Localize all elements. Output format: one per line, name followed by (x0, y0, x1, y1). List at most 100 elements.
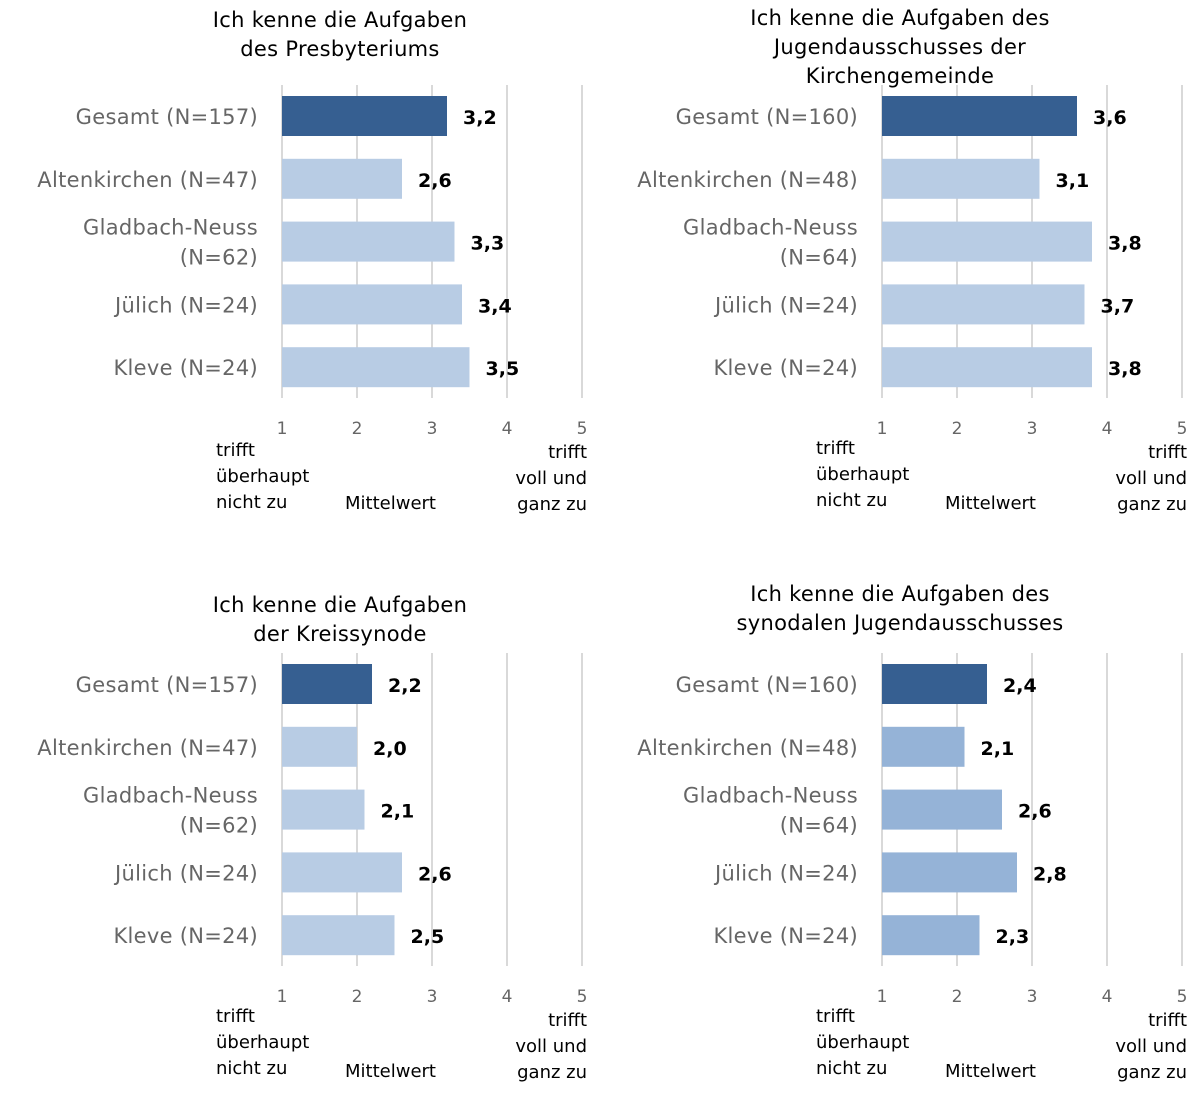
scale-low-label: trifft überhaupt nicht zu (216, 1006, 310, 1079)
category-label: Kleve (N=24) (713, 356, 858, 380)
bar (882, 96, 1077, 136)
x-tick-label: 2 (352, 419, 363, 439)
category-label: Gesamt (N=160) (676, 105, 858, 129)
category-label: Gesamt (N=157) (76, 105, 258, 129)
chart-svg: 1 2 3 4 5 Gesamt (N=157) 3,2 Altenkirchen (N=47… (37, 85, 587, 439)
x-axis-label: Mittelwert (345, 493, 436, 514)
bar (882, 915, 980, 956)
x-tick-label: 3 (1027, 419, 1038, 439)
value-label: 3,7 (1101, 295, 1135, 317)
value-label: 2,3 (996, 926, 1030, 948)
x-tick-label: 4 (1102, 419, 1113, 439)
x-tick-label: 3 (427, 987, 438, 1007)
value-label: 3,8 (1108, 233, 1142, 255)
chart-svg: 1 2 3 4 5 Gesamt (N=157) 2,2 Altenkirchen (N=47… (37, 653, 587, 1007)
category-label: Jülich (N=24) (713, 861, 858, 885)
bar (282, 664, 372, 704)
bar (882, 158, 1040, 199)
x-axis-label: Mittelwert (345, 1061, 436, 1082)
x-tick-label: 1 (277, 987, 288, 1007)
chart-panel-synodaler-jugendausschuss: Ich kenne die Aufgaben des synodalen Jug… (600, 568, 1195, 1111)
scale-low-label: trifft überhaupt nicht zu (216, 440, 310, 513)
bar (882, 347, 1092, 388)
x-tick-label: 5 (1177, 419, 1188, 439)
bar (282, 347, 470, 388)
x-axis-label: Mittelwert (945, 1061, 1036, 1082)
scale-low-label: trifft überhaupt nicht zu (816, 438, 910, 511)
chart-panel-jugendausschuss-kirchengemeinde: Ich kenne die Aufgaben des Jugendausschu… (600, 0, 1195, 543)
scale-high-label: trifft voll und ganz zu (1115, 442, 1187, 515)
x-tick-label: 5 (577, 987, 588, 1007)
category-label: Gesamt (N=160) (676, 673, 858, 697)
scale-high-label: trifft voll und ganz zu (1115, 1010, 1187, 1083)
value-label: 2,1 (381, 801, 415, 823)
category-label: Jülich (N=24) (113, 861, 258, 885)
x-tick-label: 2 (952, 419, 963, 439)
value-label: 2,1 (981, 738, 1015, 760)
chart-title: Ich kenne die Aufgaben des Presbyteriums (212, 8, 468, 61)
x-tick-label: 2 (352, 987, 363, 1007)
category-label: Gladbach-Neuss (N=64) (683, 216, 858, 270)
value-label: 3,2 (463, 107, 497, 129)
value-label: 2,4 (1003, 675, 1037, 697)
value-label: 3,1 (1056, 170, 1090, 192)
value-label: 3,3 (471, 233, 505, 255)
category-label: Jülich (N=24) (113, 293, 258, 317)
bar (882, 852, 1017, 893)
scale-high-label: trifft voll und ganz zu (515, 1010, 587, 1083)
value-label: 2,6 (1018, 801, 1052, 823)
x-tick-label: 5 (577, 419, 588, 439)
category-label: Kleve (N=24) (713, 924, 858, 948)
bar (882, 664, 987, 704)
category-label: Altenkirchen (N=48) (637, 168, 858, 192)
chart-panel-presbyterium: Ich kenne die Aufgaben des Presbyteriums… (0, 0, 597, 543)
chart-panel-kreissynode: Ich kenne die Aufgaben der Kreissynode 1… (0, 568, 597, 1111)
bar (282, 852, 402, 893)
x-tick-label: 2 (952, 987, 963, 1007)
category-label: Gesamt (N=157) (76, 673, 258, 697)
chart-title: Ich kenne die Aufgaben des Jugendausschu… (750, 6, 1050, 88)
bar (282, 96, 447, 136)
category-label: Gladbach-Neuss (N=62) (83, 216, 258, 270)
bar (282, 158, 402, 199)
x-tick-label: 1 (877, 987, 888, 1007)
chart-title: Ich kenne die Aufgaben der Kreissynode (212, 593, 468, 646)
category-label: Jülich (N=24) (713, 293, 858, 317)
bar (282, 915, 395, 956)
bar (282, 789, 365, 830)
category-label: Altenkirchen (N=48) (637, 736, 858, 760)
bar (282, 284, 462, 325)
bar (882, 221, 1092, 262)
x-tick-label: 1 (277, 419, 288, 439)
bar (882, 726, 965, 767)
bar (882, 284, 1085, 325)
scale-low-label: trifft überhaupt nicht zu (816, 1006, 910, 1079)
category-label: Gladbach-Neuss (N=62) (83, 784, 258, 838)
category-label: Kleve (N=24) (113, 356, 258, 380)
value-label: 3,8 (1108, 358, 1142, 380)
scale-high-label: trifft voll und ganz zu (515, 442, 587, 515)
category-label: Gladbach-Neuss (N=64) (683, 784, 858, 838)
x-axis-label: Mittelwert (945, 493, 1036, 514)
x-tick-label: 3 (1027, 987, 1038, 1007)
x-tick-label: 3 (427, 419, 438, 439)
value-label: 2,0 (373, 738, 407, 760)
x-tick-label: 1 (877, 419, 888, 439)
category-label: Kleve (N=24) (113, 924, 258, 948)
x-tick-label: 4 (502, 987, 513, 1007)
bar (282, 726, 357, 767)
value-label: 3,4 (478, 295, 512, 317)
value-label: 2,2 (388, 675, 422, 697)
chart-svg: 1 2 3 4 5 Gesamt (N=160) 2,4 Altenkirchen (N=48… (637, 653, 1187, 1007)
value-label: 2,6 (418, 863, 452, 885)
value-label: 2,6 (418, 170, 452, 192)
category-label: Altenkirchen (N=47) (37, 168, 258, 192)
x-tick-label: 4 (502, 419, 513, 439)
value-label: 2,8 (1033, 863, 1067, 885)
value-label: 2,5 (411, 926, 445, 948)
bar (882, 789, 1002, 830)
chart-svg: 1 2 3 4 5 Gesamt (N=160) 3,6 Altenkirchen (N=48… (637, 85, 1187, 439)
chart-title: Ich kenne die Aufgaben des synodalen Jug… (736, 582, 1064, 635)
value-label: 3,6 (1093, 107, 1127, 129)
value-label: 3,5 (486, 358, 520, 380)
